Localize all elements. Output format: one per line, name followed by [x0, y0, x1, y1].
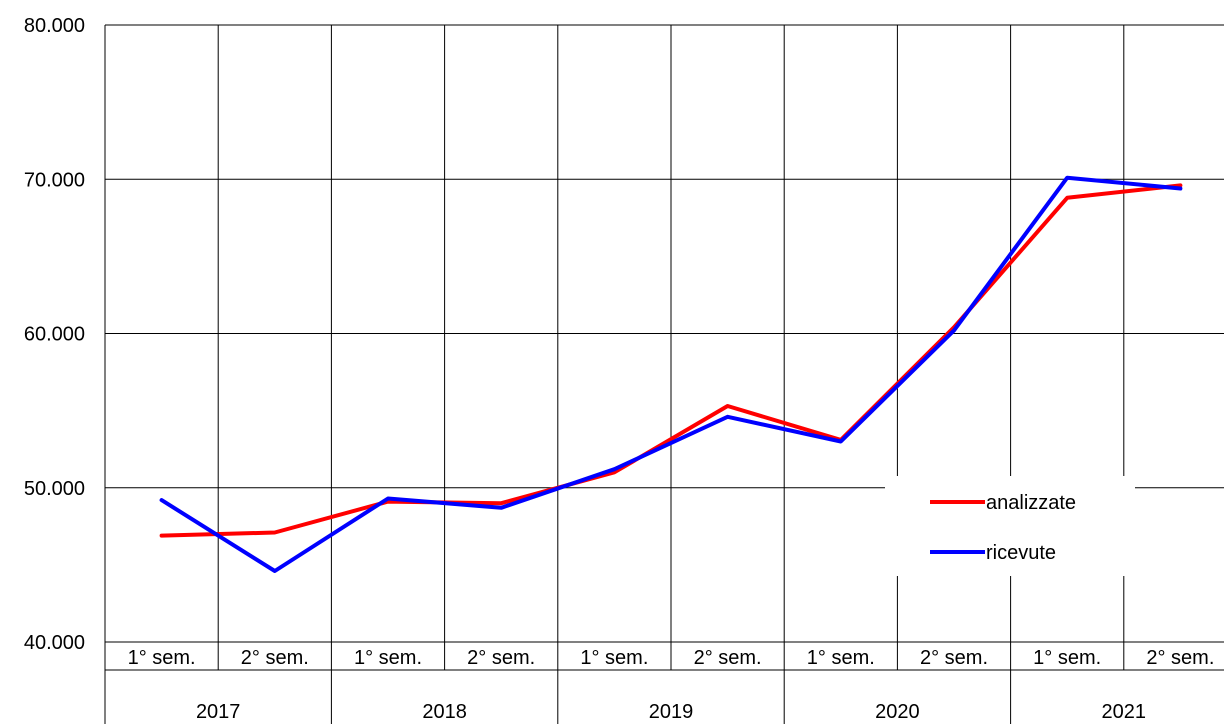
series-lines — [159, 175, 1183, 573]
x-tick-label: 1° sem. — [1033, 647, 1101, 669]
x-tick-label: 2° sem. — [467, 647, 535, 669]
x-tick-label: 1° sem. — [354, 647, 422, 669]
x-tick-label: 1° sem. — [807, 647, 875, 669]
legend-label: analizzate — [986, 492, 1076, 514]
series-line-ricevute — [159, 175, 1183, 573]
y-tick-label: 60.000 — [24, 324, 85, 346]
x-tick-label: 1° sem. — [580, 647, 648, 669]
x-group-label: 2018 — [422, 701, 467, 723]
y-tick-label: 70.000 — [24, 169, 85, 191]
x-tick-label: 2° sem. — [694, 647, 762, 669]
x-tick-label: 1° sem. — [128, 647, 196, 669]
legend: analizzate ricevute — [885, 476, 1135, 576]
x-group-label: 2021 — [1102, 701, 1147, 723]
x-group-label: 2017 — [196, 701, 241, 723]
x-group-label: 2019 — [649, 701, 694, 723]
grid — [104, 24, 1224, 724]
y-axis-ticks: 40.000 50.000 60.000 70.000 80.000 — [24, 15, 85, 654]
y-tick-label: 50.000 — [24, 478, 85, 500]
x-tick-label: 2° sem. — [1146, 647, 1214, 669]
x-axis-ticks: 1° sem. 2° sem. 1° sem. 2° sem. 1° sem. 2° se… — [128, 647, 1215, 723]
x-group-label: 2020 — [875, 701, 920, 723]
y-tick-label: 40.000 — [24, 632, 85, 654]
x-tick-label: 2° sem. — [241, 647, 309, 669]
x-tick-label: 2° sem. — [920, 647, 988, 669]
legend-box — [885, 476, 1135, 576]
legend-label: ricevute — [986, 542, 1056, 564]
y-tick-label: 80.000 — [24, 15, 85, 37]
series-line-analizzate — [159, 183, 1183, 538]
